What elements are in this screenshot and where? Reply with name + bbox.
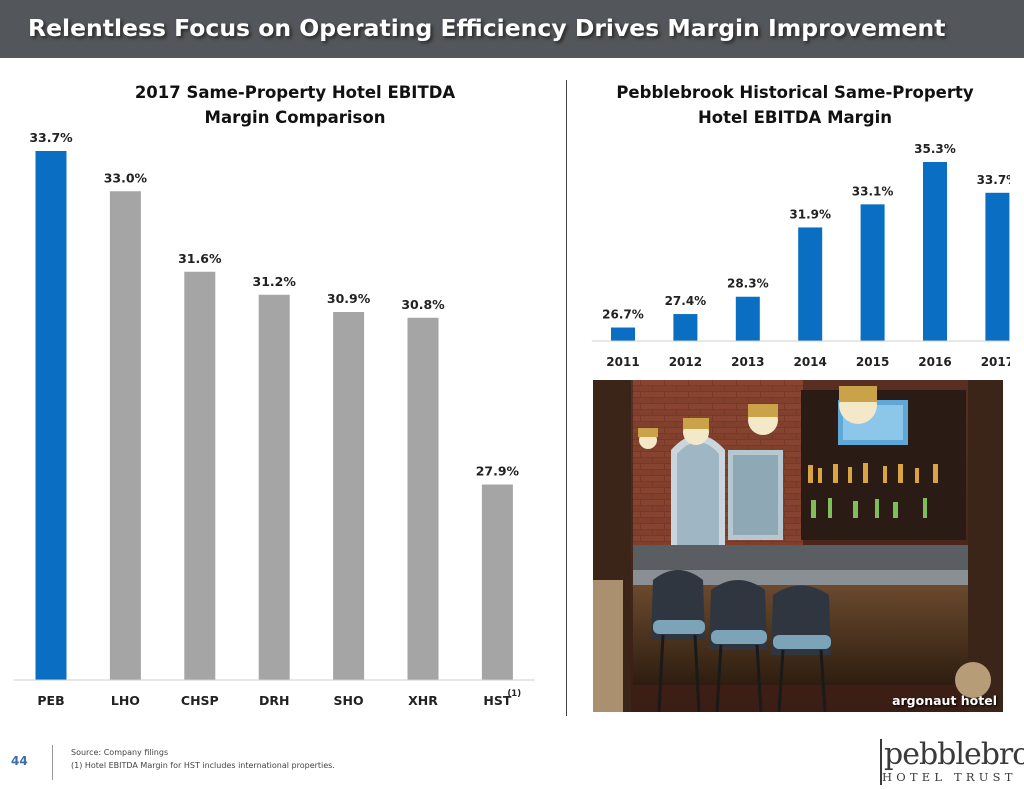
- bar-interior-illustration: [593, 380, 1003, 712]
- data-label-xhr: 30.8%: [401, 297, 445, 312]
- logo-subtitle: HOTEL TRUST: [882, 770, 1017, 784]
- chart2-historical: 26.7% 2011 27.4% 2012 28.3% 2013 31.9% 2014 33.1…: [591, 142, 1010, 369]
- data-label-2013: 28.3%: [727, 277, 769, 291]
- bar-hst: [481, 484, 513, 680]
- data-label-sho: 30.9%: [327, 291, 371, 306]
- tick-label-hst: HST: [483, 693, 511, 708]
- slide-title: Relentless Focus on Operating Efficiency…: [28, 14, 946, 42]
- chart1-title-line2: Margin Comparison: [204, 108, 386, 127]
- data-label-lho: 33.0%: [104, 170, 148, 185]
- source-notes: Source: Company filings (1) Hotel EBITDA…: [71, 746, 335, 772]
- title-bar: Relentless Focus on Operating Efficiency…: [0, 0, 1024, 58]
- tick-label-peb: PEB: [37, 693, 64, 708]
- tick-label-xhr: XHR: [408, 693, 438, 708]
- chart2-title-line2: Hotel EBITDA Margin: [698, 108, 892, 127]
- bar-lho: [109, 191, 141, 680]
- bar-sho: [333, 312, 365, 680]
- tick-label-chsp: CHSP: [181, 693, 219, 708]
- logo-wordmark: pebblebrook: [884, 737, 1024, 772]
- data-label-drh: 31.2%: [253, 274, 297, 289]
- source-line: Source: Company filings: [71, 748, 169, 757]
- footnote-line: (1) Hotel EBITDA Margin for HST includes…: [71, 761, 335, 770]
- tick-label-2013: 2013: [731, 355, 764, 369]
- chart1-title: 2017 Same-Property Hotel EBITDA Margin C…: [95, 80, 495, 130]
- bar-drh: [258, 294, 290, 680]
- bar-peb: [35, 151, 67, 680]
- tick-label-2011: 2011: [606, 355, 639, 369]
- chart1-title-line1: 2017 Same-Property Hotel EBITDA: [134, 83, 456, 102]
- data-label-2012: 27.4%: [665, 294, 707, 308]
- tick-label-2012: 2012: [669, 355, 702, 369]
- chart1-comparison: 33.7% PEB 33.0% LHO 31.6% CHSP 31.2% DRH 30.9% SH…: [13, 130, 535, 708]
- logo-bar: [880, 739, 882, 785]
- bar-2017: [985, 192, 1010, 341]
- data-label-2016: 35.3%: [914, 142, 956, 156]
- tick-label-2016: 2016: [918, 355, 951, 369]
- data-label-hst: 27.9%: [476, 464, 520, 479]
- page-number: 44: [11, 754, 28, 768]
- pebblebrook-logo: pebblebrook HOTEL TRUST: [872, 733, 1024, 787]
- tick-label-2014: 2014: [793, 355, 826, 369]
- footnote-marker: (1): [507, 689, 521, 699]
- hotel-bar-photo: argonaut hotel: [593, 380, 1003, 712]
- chart-divider: [566, 80, 567, 716]
- tick-label-sho: SHO: [334, 693, 364, 708]
- data-label-chsp: 31.6%: [178, 251, 222, 266]
- tick-label-2015: 2015: [856, 355, 889, 369]
- bar-2016: [923, 162, 947, 341]
- data-label-peb: 33.7%: [29, 130, 73, 145]
- tick-label-2017: 2017: [981, 355, 1010, 369]
- bar-xhr: [407, 317, 439, 680]
- photo-caption: argonaut hotel: [892, 693, 997, 708]
- footer-divider: [52, 745, 53, 780]
- tick-label-lho: LHO: [111, 693, 140, 708]
- bar-2014: [798, 227, 823, 341]
- data-label-2017: 33.7%: [977, 173, 1010, 187]
- bar-chsp: [184, 271, 216, 680]
- data-label-2011: 26.7%: [602, 308, 644, 322]
- chart2-title: Pebblebrook Historical Same-Property Hot…: [585, 80, 1005, 130]
- data-label-2015: 33.1%: [852, 184, 894, 198]
- bar-2011: [611, 327, 635, 341]
- tick-label-drh: DRH: [259, 693, 289, 708]
- bar-2012: [673, 314, 698, 341]
- bar-2013: [735, 296, 760, 341]
- chart2-title-line1: Pebblebrook Historical Same-Property: [616, 83, 974, 102]
- data-label-2014: 31.9%: [789, 207, 831, 221]
- bar-2015: [860, 204, 885, 341]
